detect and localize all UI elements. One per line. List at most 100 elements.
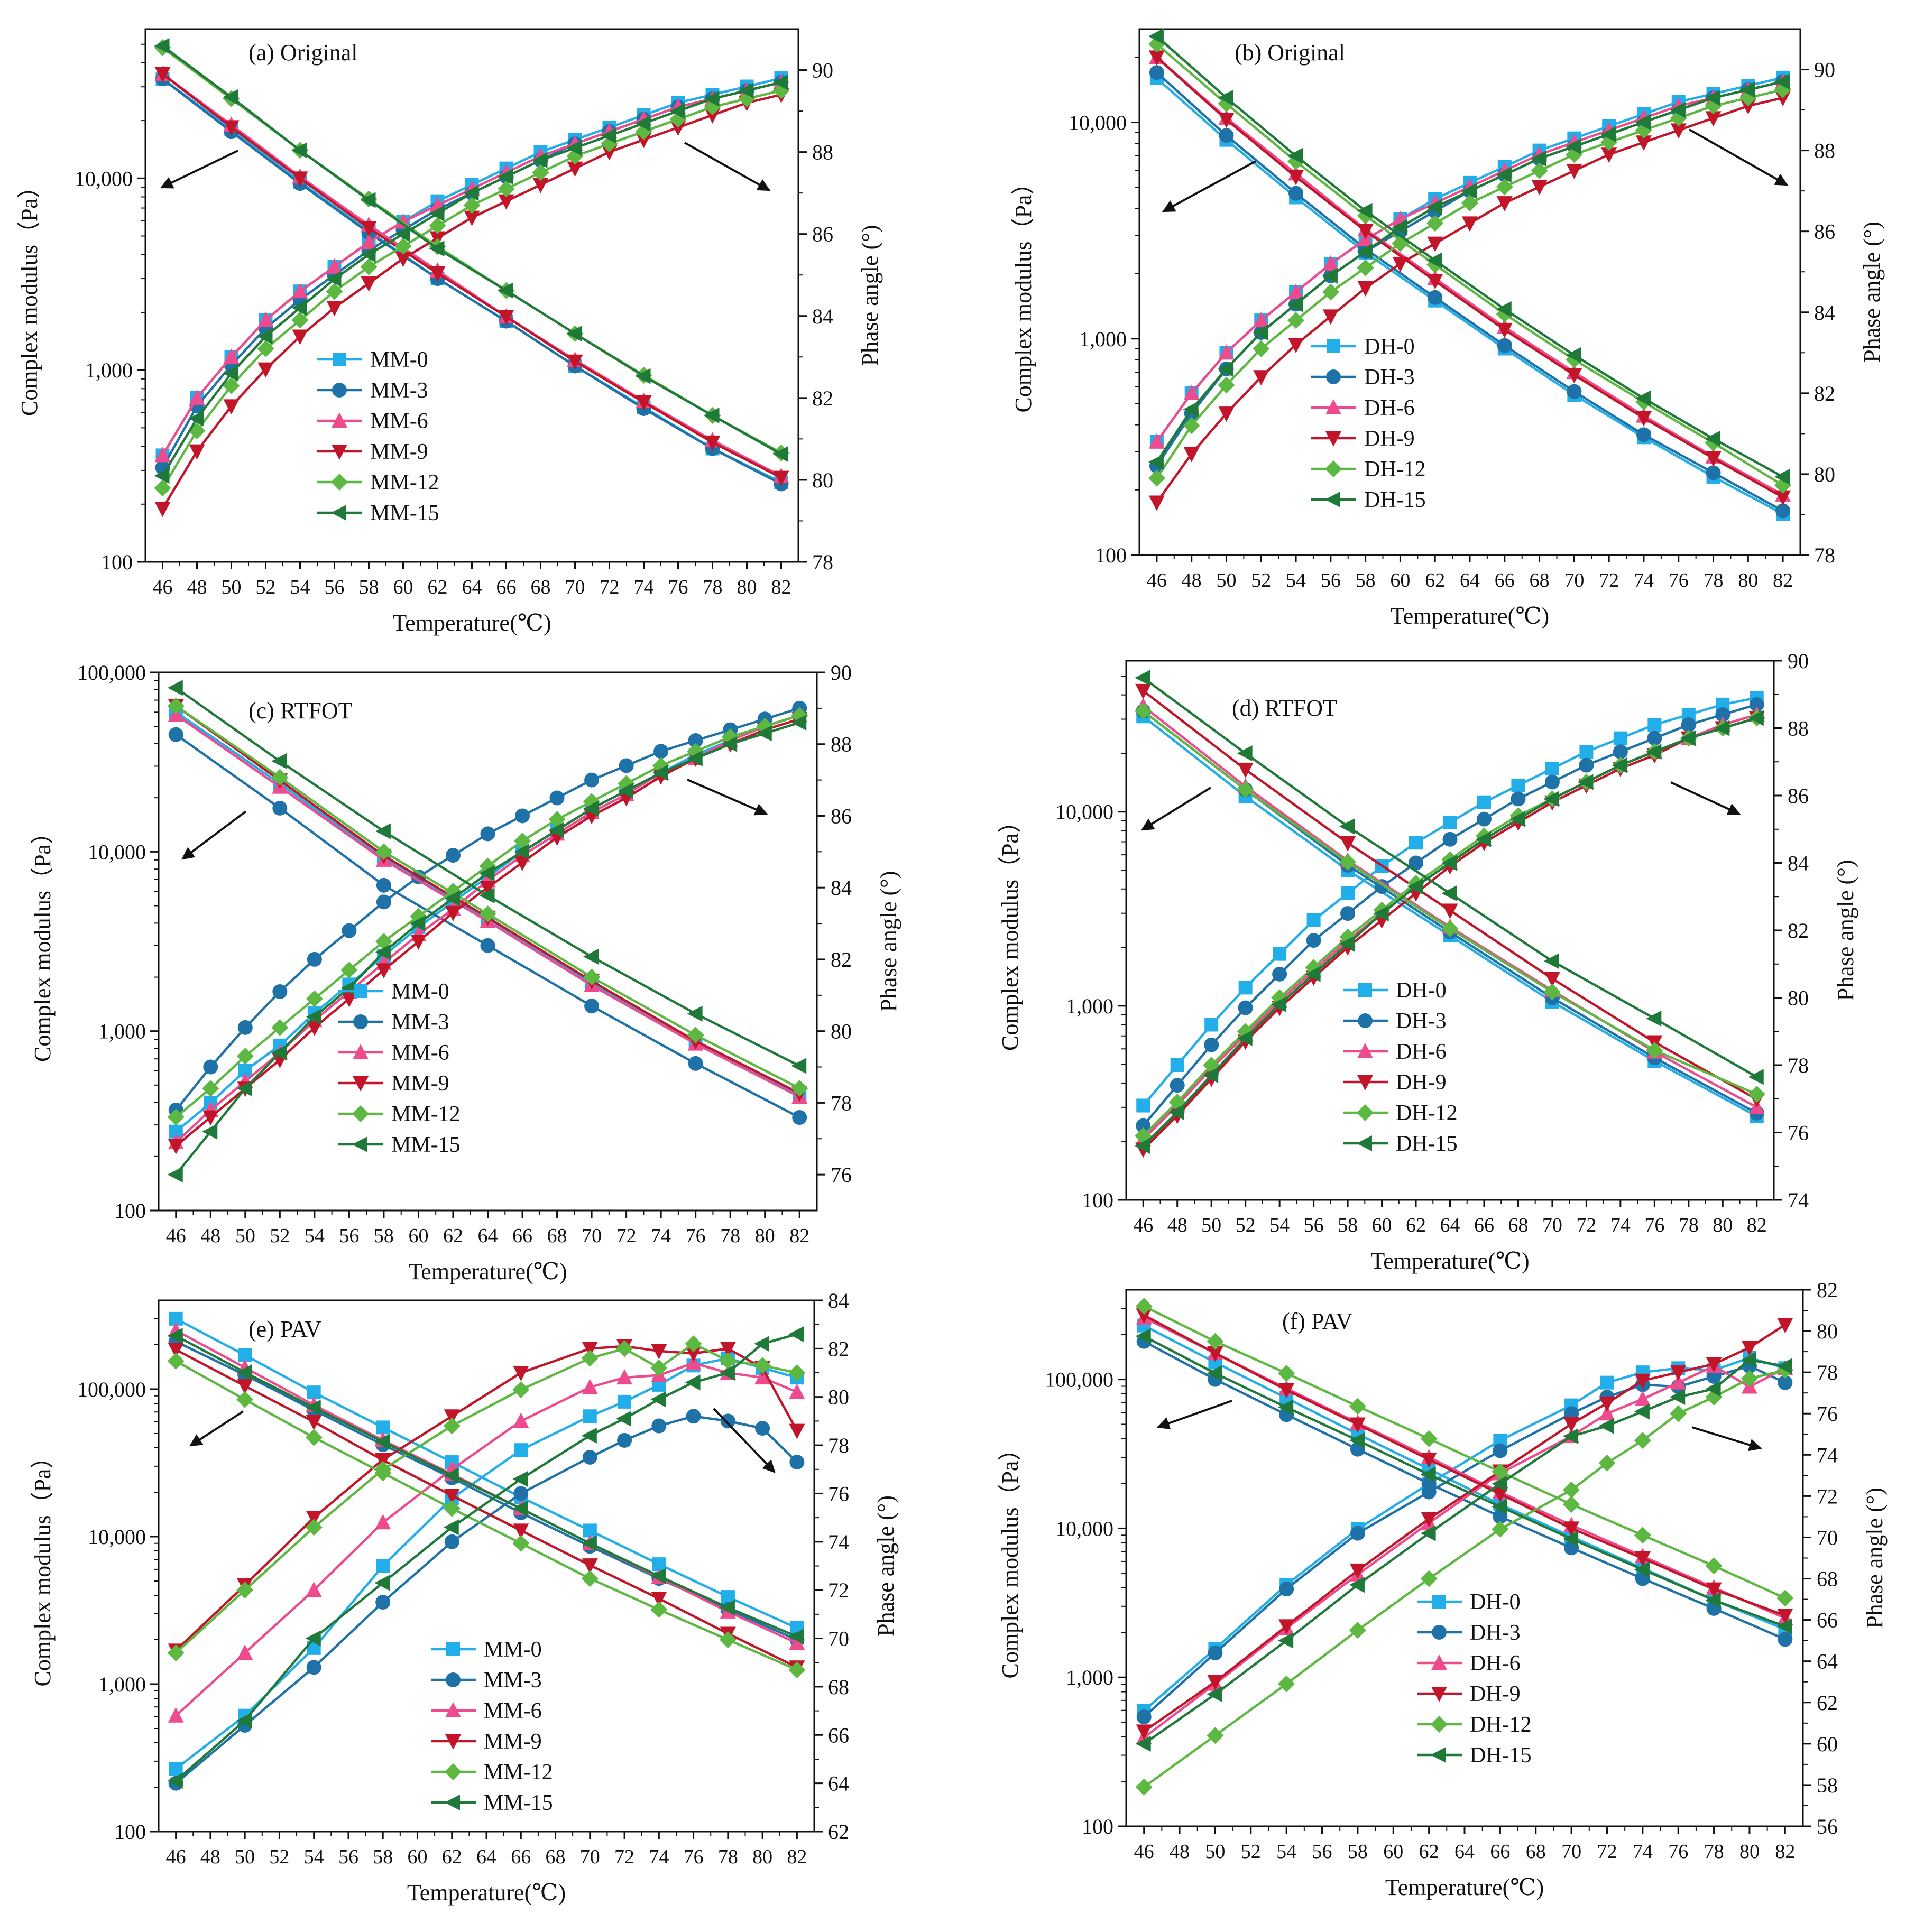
modulus-point — [1544, 972, 1560, 987]
x-tick-label: 68 — [1508, 1214, 1528, 1236]
modulus-point — [292, 171, 308, 187]
phase-point — [168, 1707, 184, 1723]
y2-tick-label: 70 — [828, 1627, 849, 1651]
phase-point — [237, 1644, 253, 1660]
x-tick-label: 68 — [531, 576, 551, 598]
phase-point — [1774, 73, 1790, 90]
x-tick-label: 60 — [393, 576, 413, 598]
phase-point — [1531, 150, 1546, 167]
phase-point — [582, 1379, 598, 1394]
modulus-line — [1156, 56, 1784, 496]
series-DH-12 — [1135, 1298, 1794, 1796]
phase-point — [582, 1449, 597, 1465]
phase-point — [687, 750, 703, 766]
phase-point — [1579, 757, 1594, 773]
y-tick-label: 100,000 — [77, 661, 146, 685]
legend-marker — [1431, 1747, 1446, 1763]
legend-label: MM-0 — [484, 1638, 542, 1662]
modulus-point — [479, 905, 496, 923]
phase-point — [1238, 981, 1253, 995]
modulus-point — [1237, 745, 1253, 762]
legend-marker — [332, 445, 347, 460]
phase-point — [755, 1421, 770, 1436]
modulus-point — [789, 1634, 805, 1650]
phase-point — [1322, 283, 1339, 301]
phase-point — [788, 1326, 804, 1342]
arrow-to-left-axis — [1156, 1400, 1232, 1430]
phase-point — [305, 1630, 321, 1647]
x-tick-label: 48 — [200, 1225, 220, 1247]
legend-label: DH-3 — [1396, 1009, 1447, 1033]
phase-point — [650, 1359, 668, 1376]
phase-point — [1634, 1373, 1651, 1389]
legend-label: MM-9 — [484, 1730, 542, 1754]
x-tick-label: 54 — [290, 576, 310, 598]
x-tick-label: 68 — [547, 1225, 567, 1247]
legend-marker — [1325, 431, 1341, 447]
phase-point — [306, 1009, 321, 1025]
legend-label: MM-15 — [391, 1133, 461, 1157]
phase-point — [1183, 447, 1200, 463]
phase-point — [1271, 996, 1287, 1013]
phase-point — [514, 844, 530, 860]
phase-point — [1349, 1622, 1366, 1639]
modulus-point — [1149, 65, 1164, 80]
modulus-point — [1635, 390, 1651, 406]
y2-tick-label: 84 — [1814, 301, 1835, 325]
y2-tick-label: 76 — [831, 1163, 852, 1187]
modulus-point — [443, 1467, 459, 1484]
phase-point — [1278, 1632, 1294, 1649]
panel-3: 46 48 50 52 54 56 58 60 62 64 66 68 70 72 74 76 78 80 82 10… — [30, 661, 901, 1284]
series-DH-9 — [1136, 1308, 1793, 1740]
legend-label: MM-0 — [391, 979, 449, 1004]
modulus-point — [1646, 1010, 1662, 1027]
phase-line — [1143, 1365, 1786, 1739]
y-tick-label: 1,000 — [98, 1020, 146, 1043]
y2-tick-label: 82 — [1814, 382, 1835, 405]
phase-point — [1740, 99, 1756, 115]
phase-point — [1600, 126, 1616, 142]
x-tick-label: 64 — [1454, 1841, 1475, 1863]
y2-axis-label: Phase angle (°) — [857, 225, 883, 366]
modulus-point — [1218, 113, 1235, 128]
panel-5: 46 48 50 52 54 56 58 60 62 64 66 68 70 72 74 76 78 80 82 10… — [30, 1289, 899, 1906]
phase-point — [1563, 1481, 1580, 1499]
phase-point — [271, 1044, 287, 1061]
phase-point — [1566, 138, 1581, 154]
phase-point — [704, 90, 720, 107]
phase-point — [1531, 180, 1548, 196]
phase-point — [444, 1534, 459, 1549]
x-tick-label: 74 — [651, 1225, 671, 1247]
modulus-point — [443, 1500, 461, 1517]
phase-point — [1421, 1512, 1437, 1528]
legend-marker — [446, 1672, 461, 1687]
x-tick-label: 48 — [200, 1846, 220, 1868]
modulus-point — [1497, 338, 1512, 353]
legend-label: DH-15 — [1364, 488, 1426, 512]
phase-point — [1578, 774, 1594, 790]
phase-point — [167, 1108, 185, 1126]
modulus-line — [1156, 35, 1784, 478]
x-tick-label: 78 — [720, 1225, 740, 1247]
phase-point — [669, 103, 685, 119]
phase-point — [1218, 406, 1235, 422]
x-tick-label: 62 — [1419, 1841, 1439, 1863]
x-tick-label: 66 — [1474, 1214, 1494, 1236]
phase-point — [1237, 1030, 1253, 1046]
x-tick-label: 80 — [752, 1846, 772, 1868]
y2-tick-label: 80 — [812, 468, 833, 492]
phase-point — [341, 992, 357, 1007]
x-tick-label: 78 — [1704, 569, 1724, 591]
x-tick-label: 72 — [600, 576, 620, 598]
modulus-line — [162, 78, 782, 485]
phase-point — [1279, 1582, 1294, 1597]
modulus-point — [513, 1523, 529, 1539]
modulus-point — [788, 1661, 806, 1678]
legend-label: MM-6 — [391, 1041, 449, 1065]
phase-point — [464, 210, 480, 226]
legend-label: DH-0 — [1364, 335, 1415, 359]
phase-point — [376, 894, 391, 910]
y2-tick-label: 86 — [831, 804, 852, 828]
phase-point — [326, 301, 343, 317]
